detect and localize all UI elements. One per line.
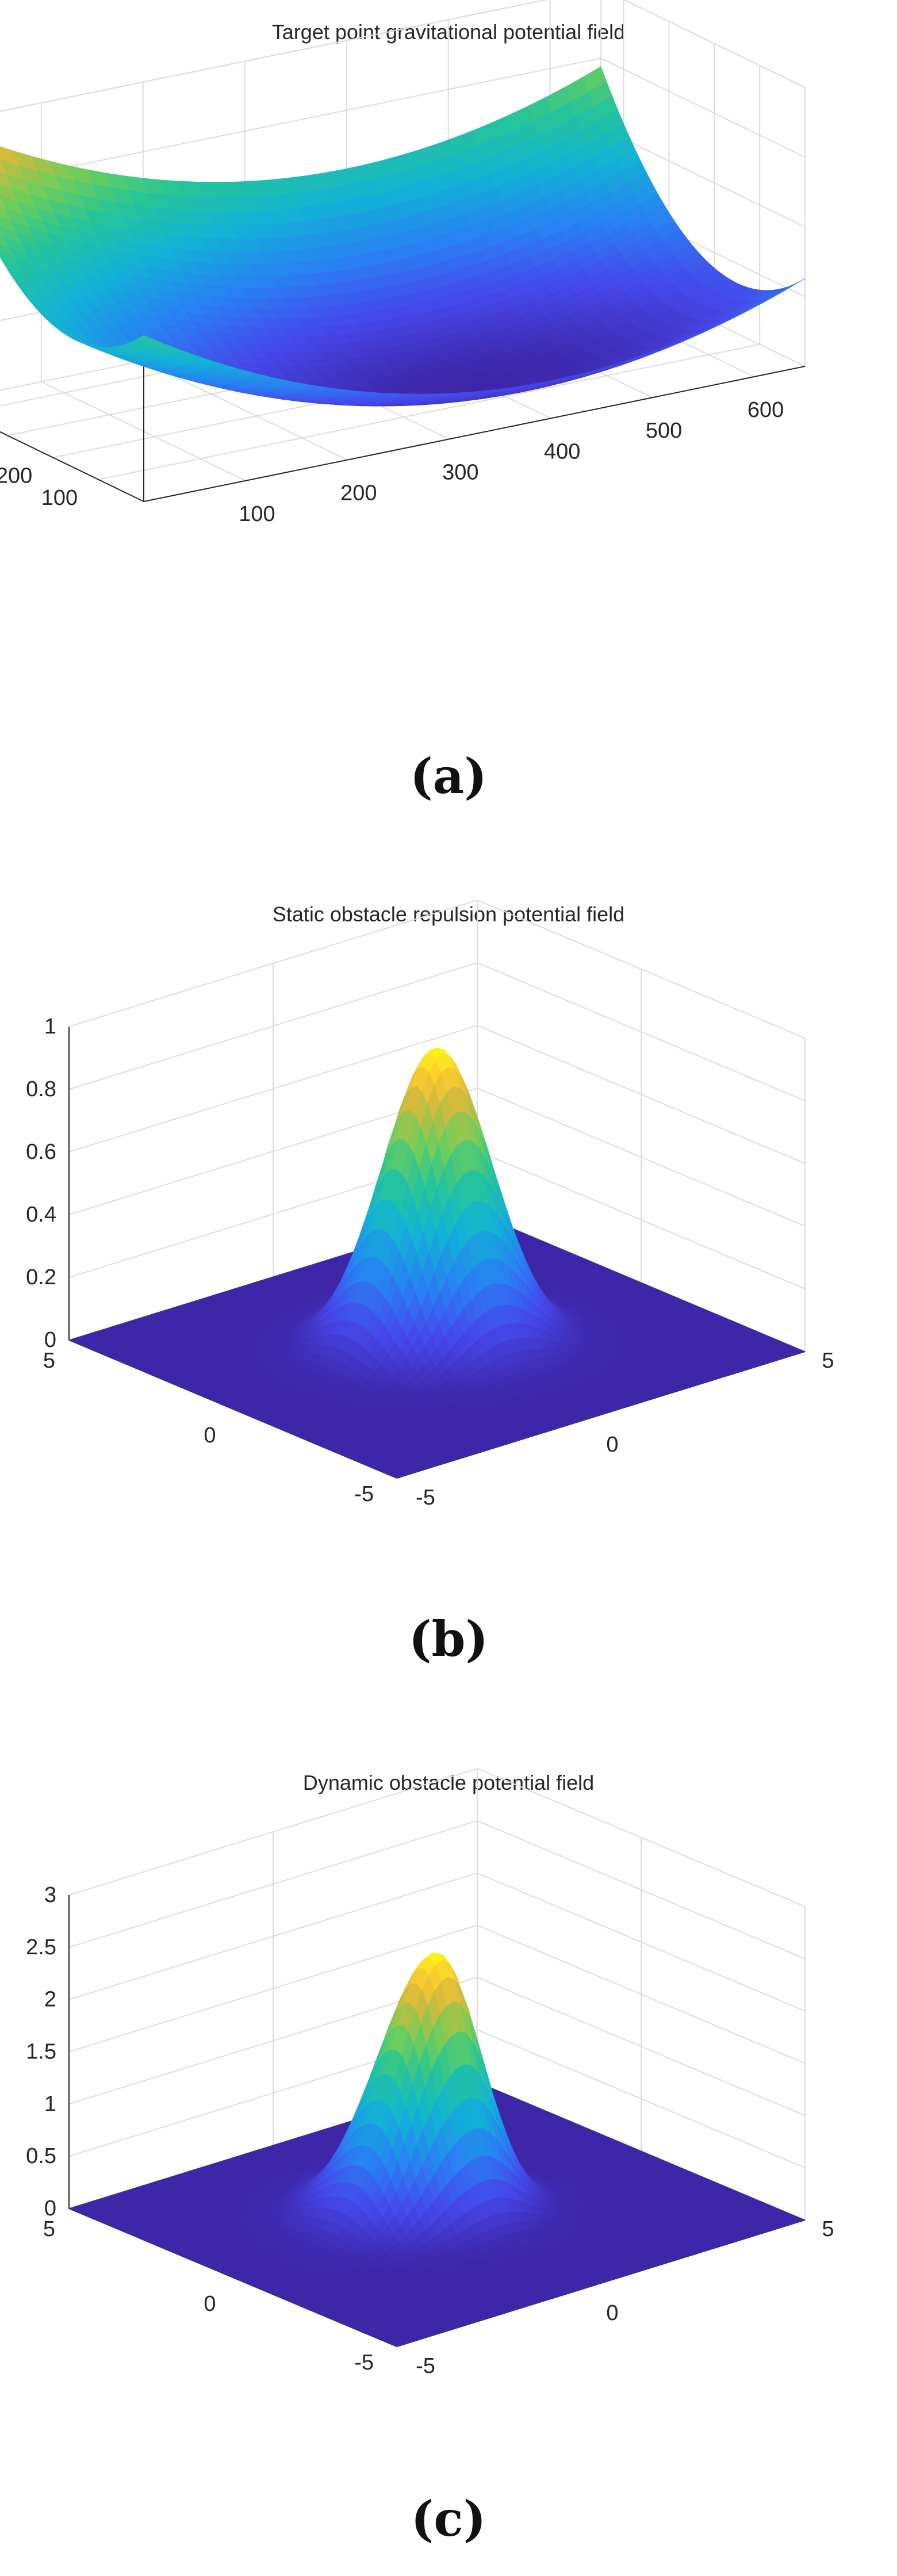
chart-title: Static obstacle repulsion potential fiel…: [273, 902, 624, 926]
z-tick-label: 0.8: [26, 1077, 56, 1101]
y-tick-label: -5: [354, 1482, 374, 1506]
chart-title: Dynamic obstacle potential field: [303, 1771, 594, 1794]
x-tick-label: 600: [747, 398, 784, 422]
surface-a: [0, 66, 806, 407]
surface-patch: [137, 335, 163, 347]
chart-c-svg: Dynamic obstacle potential field 00.511.…: [26, 1768, 834, 2378]
x-tick-label: 5: [822, 1349, 834, 1373]
z-tick-label: 1: [44, 1015, 56, 1039]
z-tick-label: 0: [44, 1328, 56, 1352]
grid-line: [600, 127, 806, 228]
grid-line: [0, 0, 548, 112]
y-tick-label: 200: [0, 464, 32, 488]
caption-a: (a): [410, 748, 487, 805]
surface-patch: [390, 1473, 405, 1479]
x-tick-label: -5: [416, 1486, 435, 1510]
x-tick-label: 0: [606, 1433, 618, 1457]
surface-patch: [0, 159, 7, 175]
x-tick-label: 400: [544, 439, 580, 464]
grid-line: [98, 343, 760, 480]
chart-b-svg: Static obstacle repulsion potential fiel…: [26, 900, 834, 1510]
y-tick-label: 5: [43, 1349, 55, 1373]
y-tick-label: 0: [204, 1423, 216, 1448]
surface-patch: [0, 197, 6, 209]
x-tick-label: 300: [442, 461, 478, 485]
z-tick-label: 0.6: [26, 1140, 56, 1164]
y-tick-label: 100: [41, 486, 78, 510]
surface-b: [68, 1047, 806, 1479]
z-tick-label: 0.4: [26, 1203, 56, 1227]
grid-line: [623, 0, 806, 88]
grid-line: [600, 58, 806, 158]
x-tick-label: 100: [239, 502, 275, 526]
x-axis-line: [143, 366, 806, 502]
grid-line: [0, 0, 548, 112]
z-tick-label: 0.2: [26, 1265, 56, 1289]
grid-line: [623, 0, 806, 88]
grid-line: [143, 360, 348, 461]
y-axis-line: [0, 431, 144, 502]
caption-b: (b): [408, 1610, 489, 1667]
x-tick-label: 500: [646, 419, 682, 443]
panel-a: Target point gravitational potential fie…: [0, 0, 897, 834]
panel-b: Static obstacle repulsion potential fiel…: [0, 857, 897, 1691]
chart-a-svg: Target point gravitational potential fie…: [0, 0, 806, 526]
panel-c: Dynamic obstacle potential field 0 0.5 1 1.…: [0, 1725, 897, 2576]
x-tick-label: 200: [340, 481, 377, 506]
surface-patch: [0, 229, 4, 238]
